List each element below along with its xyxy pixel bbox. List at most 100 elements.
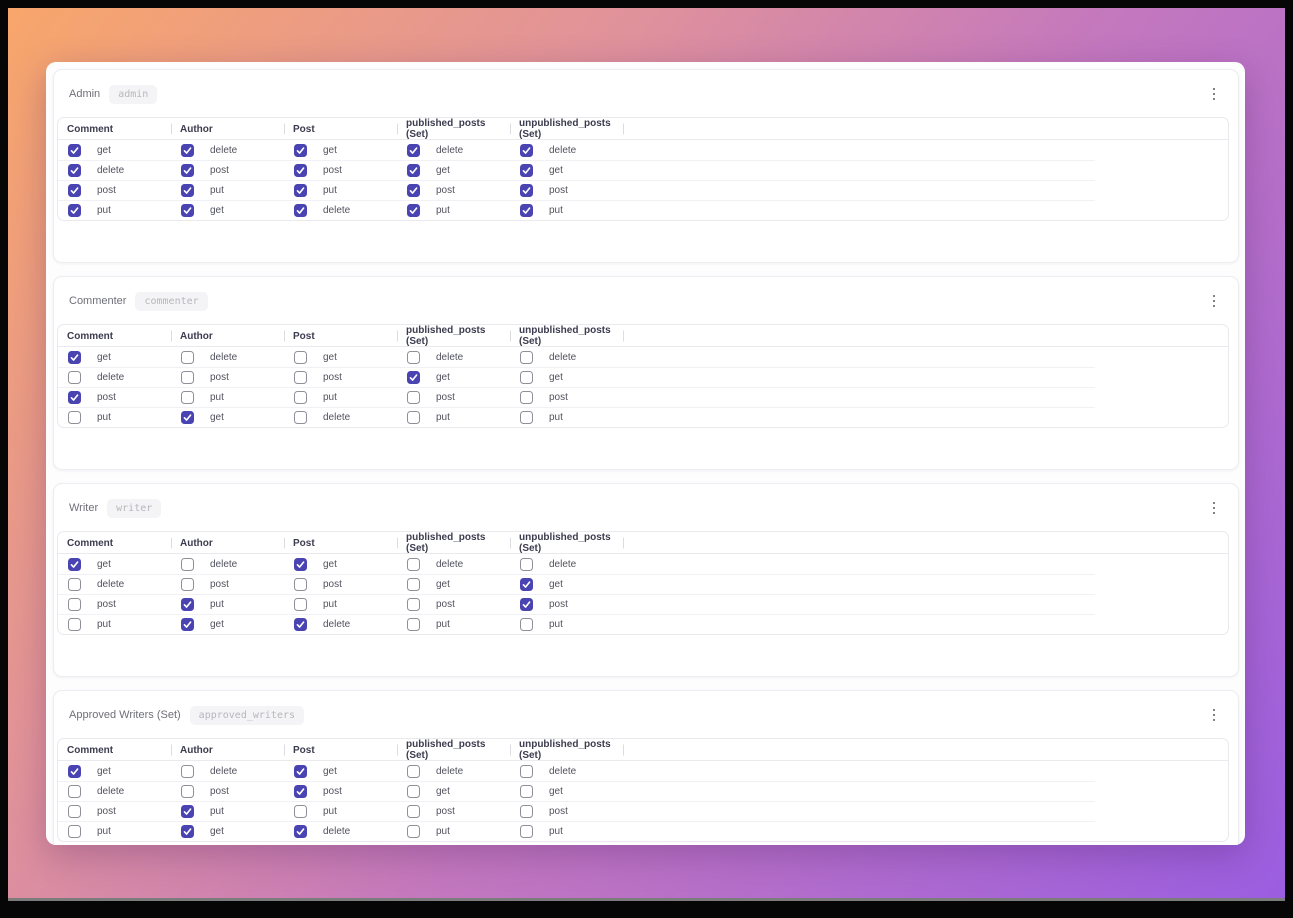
checkbox-unchecked-icon[interactable]: [181, 577, 194, 591]
checkbox-unchecked-icon[interactable]: [520, 410, 533, 424]
checkbox-unchecked-icon[interactable]: [68, 824, 81, 838]
checkbox-unchecked-icon[interactable]: [68, 577, 81, 591]
column-header: published_posts (Set): [397, 532, 510, 554]
checkbox-unchecked-icon[interactable]: [520, 390, 533, 404]
checkbox-unchecked-icon[interactable]: [520, 764, 533, 778]
checkbox-checked-icon[interactable]: [68, 390, 81, 404]
checkbox-checked-icon[interactable]: [294, 183, 307, 197]
checkbox-checked-icon[interactable]: [407, 183, 420, 197]
kebab-menu-icon[interactable]: [1210, 499, 1219, 518]
checkbox-checked-icon[interactable]: [520, 577, 533, 591]
checkbox-checked-icon[interactable]: [294, 557, 307, 571]
checkbox-checked-icon[interactable]: [407, 163, 420, 177]
table-body: get delete get delete delete delete post post ge…: [58, 554, 1228, 634]
checkbox-unchecked-icon[interactable]: [520, 557, 533, 571]
screen-bottom-edge: [8, 898, 1285, 901]
checkbox-checked-icon[interactable]: [181, 163, 194, 177]
checkbox-checked-icon[interactable]: [181, 824, 194, 838]
checkbox-unchecked-icon[interactable]: [181, 370, 194, 384]
checkbox-checked-icon[interactable]: [520, 143, 533, 157]
permission-cell: post: [510, 597, 623, 611]
checkbox-unchecked-icon[interactable]: [68, 804, 81, 818]
checkbox-unchecked-icon[interactable]: [407, 764, 420, 778]
checkbox-checked-icon[interactable]: [68, 557, 81, 571]
checkbox-unchecked-icon[interactable]: [181, 557, 194, 571]
checkbox-unchecked-icon[interactable]: [294, 577, 307, 591]
checkbox-checked-icon[interactable]: [520, 183, 533, 197]
checkbox-unchecked-icon[interactable]: [520, 370, 533, 384]
checkbox-unchecked-icon[interactable]: [407, 350, 420, 364]
checkbox-unchecked-icon[interactable]: [181, 350, 194, 364]
checkbox-unchecked-icon[interactable]: [181, 784, 194, 798]
permission-cell: delete: [510, 557, 623, 571]
permission-label: delete: [210, 144, 238, 156]
checkbox-unchecked-icon[interactable]: [520, 824, 533, 838]
column-header: unpublished_posts (Set): [510, 325, 623, 347]
checkbox-checked-icon[interactable]: [181, 597, 194, 611]
checkbox-checked-icon[interactable]: [181, 183, 194, 197]
checkbox-checked-icon[interactable]: [68, 764, 81, 778]
kebab-menu-icon[interactable]: [1210, 292, 1219, 311]
checkbox-unchecked-icon[interactable]: [520, 350, 533, 364]
checkbox-checked-icon[interactable]: [181, 804, 194, 818]
checkbox-unchecked-icon[interactable]: [407, 784, 420, 798]
checkbox-unchecked-icon[interactable]: [294, 410, 307, 424]
permission-row: delete post post get get: [58, 160, 1228, 181]
checkbox-checked-icon[interactable]: [294, 163, 307, 177]
checkbox-checked-icon[interactable]: [68, 143, 81, 157]
kebab-menu-icon[interactable]: [1210, 706, 1219, 725]
permission-label: delete: [210, 765, 238, 777]
column-header: Post: [284, 325, 397, 347]
checkbox-unchecked-icon[interactable]: [68, 617, 81, 631]
kebab-menu-icon[interactable]: [1210, 85, 1219, 104]
checkbox-checked-icon[interactable]: [181, 410, 194, 424]
checkbox-unchecked-icon[interactable]: [407, 557, 420, 571]
checkbox-unchecked-icon[interactable]: [68, 370, 81, 384]
checkbox-checked-icon[interactable]: [181, 203, 194, 217]
checkbox-unchecked-icon[interactable]: [68, 597, 81, 611]
checkbox-unchecked-icon[interactable]: [407, 577, 420, 591]
checkbox-unchecked-icon[interactable]: [520, 784, 533, 798]
permission-label: post: [549, 184, 568, 196]
permission-row: put get delete put put: [58, 614, 1228, 634]
checkbox-checked-icon[interactable]: [407, 203, 420, 217]
checkbox-checked-icon[interactable]: [68, 183, 81, 197]
checkbox-checked-icon[interactable]: [294, 764, 307, 778]
checkbox-unchecked-icon[interactable]: [181, 764, 194, 778]
checkbox-checked-icon[interactable]: [407, 370, 420, 384]
checkbox-unchecked-icon[interactable]: [407, 804, 420, 818]
checkbox-unchecked-icon[interactable]: [294, 390, 307, 404]
permission-cell: delete: [397, 143, 510, 157]
permission-label: get: [97, 144, 111, 156]
checkbox-checked-icon[interactable]: [520, 163, 533, 177]
checkbox-checked-icon[interactable]: [407, 143, 420, 157]
checkbox-checked-icon[interactable]: [68, 203, 81, 217]
checkbox-unchecked-icon[interactable]: [294, 597, 307, 611]
checkbox-checked-icon[interactable]: [181, 143, 194, 157]
checkbox-checked-icon[interactable]: [181, 617, 194, 631]
checkbox-checked-icon[interactable]: [68, 163, 81, 177]
checkbox-unchecked-icon[interactable]: [520, 804, 533, 818]
checkbox-unchecked-icon[interactable]: [407, 597, 420, 611]
permission-cell: get: [284, 350, 397, 364]
checkbox-checked-icon[interactable]: [520, 597, 533, 611]
checkbox-unchecked-icon[interactable]: [294, 370, 307, 384]
checkbox-unchecked-icon[interactable]: [294, 350, 307, 364]
checkbox-unchecked-icon[interactable]: [181, 390, 194, 404]
checkbox-unchecked-icon[interactable]: [68, 784, 81, 798]
checkbox-unchecked-icon[interactable]: [407, 410, 420, 424]
checkbox-checked-icon[interactable]: [294, 824, 307, 838]
checkbox-unchecked-icon[interactable]: [407, 824, 420, 838]
checkbox-checked-icon[interactable]: [294, 203, 307, 217]
checkbox-checked-icon[interactable]: [294, 617, 307, 631]
checkbox-checked-icon[interactable]: [294, 143, 307, 157]
checkbox-unchecked-icon[interactable]: [294, 804, 307, 818]
checkbox-checked-icon[interactable]: [294, 784, 307, 798]
checkbox-checked-icon[interactable]: [68, 350, 81, 364]
checkbox-unchecked-icon[interactable]: [407, 617, 420, 631]
permission-cell: put: [284, 183, 397, 197]
checkbox-unchecked-icon[interactable]: [68, 410, 81, 424]
checkbox-unchecked-icon[interactable]: [520, 617, 533, 631]
checkbox-unchecked-icon[interactable]: [407, 390, 420, 404]
checkbox-checked-icon[interactable]: [520, 203, 533, 217]
